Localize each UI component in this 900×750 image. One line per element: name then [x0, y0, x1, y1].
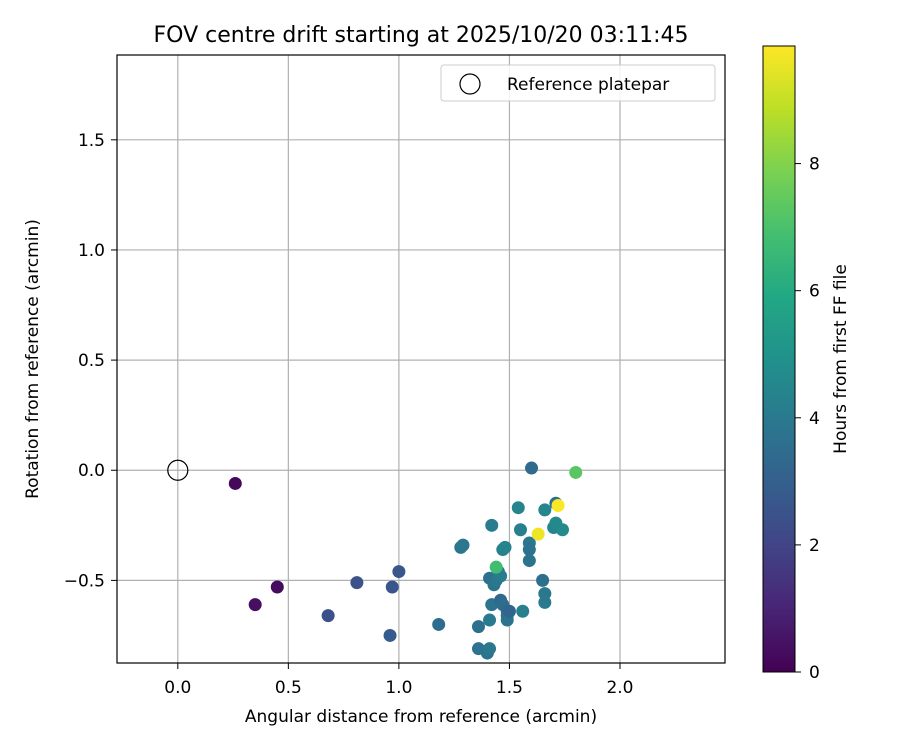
y-tick-label: −0.5 — [64, 571, 105, 591]
colorbar-tick-label: 6 — [809, 282, 820, 302]
x-axis: 0.0 0.5 1.0 1.5 2.0 — [164, 663, 634, 698]
grid — [117, 55, 725, 663]
data-point — [350, 576, 364, 590]
y-tick-label: 1.0 — [78, 241, 105, 261]
data-point — [485, 518, 499, 532]
colorbar-ticks: 0 2 4 6 8 — [795, 155, 820, 683]
reference-platepar-marker — [167, 459, 189, 481]
x-tick-label: 0.0 — [164, 678, 191, 698]
plot-frame — [116, 54, 726, 664]
data-point — [248, 598, 262, 612]
data-point — [525, 461, 539, 475]
data-point — [489, 560, 503, 574]
data-point — [522, 554, 536, 568]
data-point — [555, 523, 569, 537]
data-point — [228, 476, 242, 490]
data-point — [522, 543, 536, 557]
data-point — [569, 465, 583, 479]
chart-title: FOV centre drift starting at 2025/10/20 … — [154, 23, 689, 48]
data-point — [513, 523, 527, 537]
data-point — [516, 604, 530, 618]
y-tick-label: 0.5 — [78, 351, 105, 371]
y-axis: −0.5 0.0 0.5 1.0 1.5 — [64, 131, 117, 591]
colorbar-tick-label: 8 — [809, 155, 820, 175]
legend-box — [440, 64, 716, 102]
y-tick-label: 0.0 — [78, 461, 105, 481]
data-point — [385, 580, 399, 594]
data-point — [511, 501, 525, 515]
data-point — [551, 498, 565, 512]
x-tick-label: 1.5 — [496, 678, 523, 698]
y-tick-label: 1.5 — [78, 131, 105, 151]
colorbar-tick-label: 2 — [809, 536, 820, 556]
data-point — [498, 540, 512, 554]
x-tick-label: 2.0 — [606, 678, 633, 698]
data-point — [536, 573, 550, 587]
data-point — [483, 613, 497, 627]
y-axis-label: Rotation from reference (arcmin) — [23, 219, 43, 499]
data-point — [471, 620, 485, 634]
x-axis-label: Angular distance from reference (arcmin) — [245, 707, 597, 727]
x-tick-label: 1.0 — [385, 678, 412, 698]
data-point — [392, 565, 406, 579]
colorbar: 0 2 4 6 8 Hours from first FF file — [762, 45, 851, 683]
data-point — [538, 503, 552, 517]
data-point — [531, 527, 545, 541]
x-tick-label: 0.5 — [275, 678, 302, 698]
legend-entry-reference: Reference platepar — [507, 75, 669, 95]
colorbar-label: Hours from first FF file — [831, 264, 851, 454]
data-point — [270, 580, 284, 594]
data-point — [502, 604, 516, 618]
legend-reference-marker — [459, 73, 481, 95]
colorbar-tick-label: 0 — [809, 663, 820, 683]
data-point — [321, 609, 335, 623]
data-point — [432, 617, 446, 631]
data-point — [483, 642, 497, 656]
data-point — [456, 538, 470, 552]
colorbar-gradient — [762, 45, 796, 673]
data-point — [538, 595, 552, 609]
colorbar-tick-label: 4 — [809, 409, 820, 429]
scatter-points — [167, 459, 583, 660]
data-point — [383, 628, 397, 642]
legend: Reference platepar — [440, 64, 716, 102]
